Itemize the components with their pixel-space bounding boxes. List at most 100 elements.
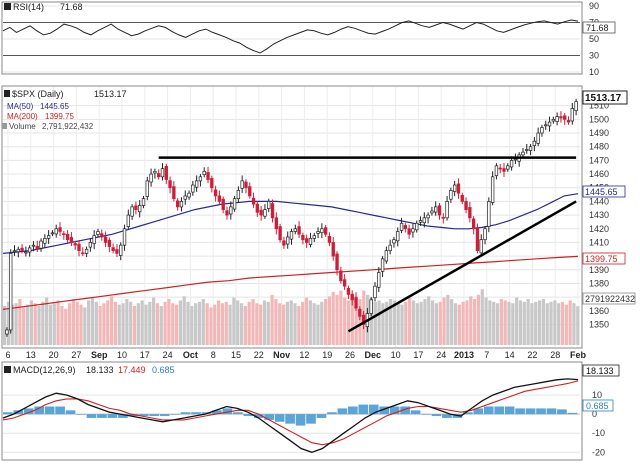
time-tick-label: 24 [436, 350, 446, 360]
time-tick-label: 10 [391, 350, 401, 360]
rsi-line [2, 19, 579, 54]
volume-bar [438, 301, 442, 345]
candle-body [141, 198, 146, 206]
trendlines [158, 156, 577, 333]
candle-body [331, 242, 335, 257]
candle-body [449, 190, 453, 200]
volume-bar [220, 303, 225, 345]
time-tick-label: 19 [322, 350, 332, 360]
candle-body [396, 231, 400, 242]
macd-hist-bar [212, 410, 222, 415]
time-tick-label: Oct [183, 350, 198, 360]
candle-body [179, 201, 184, 208]
candle-body [540, 127, 544, 134]
volume-bar [75, 301, 79, 345]
candle-body [274, 217, 278, 230]
candle-body [244, 181, 248, 189]
macd-hist-bar [295, 414, 306, 426]
macd-hist-value-tag: 0.685 [582, 399, 614, 412]
legend-volume-value: 2,791,922,432 [42, 122, 94, 131]
svg-text:18.133: 18.133 [586, 366, 614, 376]
macd-hist-bar [463, 412, 473, 415]
candle-body [77, 243, 81, 251]
volume-bar [159, 306, 163, 345]
candle-body [229, 206, 233, 215]
macd-hist-bar [337, 408, 348, 415]
volume-bar [473, 299, 477, 345]
volume-bar [434, 303, 439, 345]
volume-bar [102, 303, 106, 345]
candle-body [339, 270, 343, 282]
candle-body [157, 173, 161, 178]
macd-hist-bar [170, 414, 180, 415]
candle-body [479, 239, 483, 254]
candle-body [92, 235, 96, 244]
candle-body [297, 226, 301, 235]
candle-body [172, 186, 176, 200]
macd-label: MACD(12,26,9) [13, 365, 76, 375]
volume-bar [45, 297, 49, 345]
candle-body [138, 205, 142, 213]
candle-body [69, 237, 74, 243]
time-tick-label: 22 [254, 350, 264, 360]
candle-body [198, 176, 203, 182]
volume-bar [427, 296, 431, 345]
candle-body [270, 203, 275, 219]
candle-body [122, 228, 127, 246]
volume-bar [232, 297, 236, 345]
volume-bar [87, 300, 91, 345]
time-tick-label: 17 [140, 350, 150, 360]
candle-body [39, 240, 43, 249]
volume-bar [557, 303, 561, 345]
candle-body [384, 250, 389, 262]
volume-bar [381, 303, 385, 345]
volume-bar [549, 301, 553, 345]
candle-body [570, 108, 574, 122]
candle-body [460, 195, 464, 202]
volume-bar [297, 306, 301, 345]
candle-body [346, 288, 351, 295]
candle-body [301, 234, 305, 241]
candle-body [544, 124, 548, 127]
macd-hist-bar [421, 414, 431, 415]
volume-bar [327, 296, 332, 345]
volume-bar [121, 303, 125, 345]
macd-hist-bar [504, 406, 515, 415]
volume-bar [503, 300, 507, 345]
candle-body [494, 165, 499, 177]
volume-bar [526, 299, 530, 345]
volume-bar [537, 300, 542, 345]
candle-body [134, 205, 138, 210]
macd-hist-bar [452, 414, 463, 418]
macd-hist-bar [525, 408, 536, 415]
price-marker-icon [4, 90, 10, 97]
legend-ma200-value: 1399.75 [45, 112, 74, 121]
macd-hist-bar [274, 414, 285, 422]
volume-bar [163, 301, 167, 345]
candle-body [426, 214, 430, 219]
candle-body [490, 176, 495, 203]
macd-indicator: 10 0 -10 -20 [2, 378, 605, 457]
macd-hist-bar [243, 414, 254, 417]
price-tick-label: 1480 [589, 142, 609, 152]
volume-bar [113, 301, 118, 345]
candle-body [145, 180, 149, 197]
volume-marker-icon [2, 123, 7, 129]
volume-bar [411, 300, 416, 345]
volume-bar [518, 300, 523, 345]
volume-bar [553, 300, 557, 345]
candle-body [547, 121, 552, 127]
macd-hist-bar [494, 406, 505, 415]
time-tick-label: 7 [484, 350, 489, 360]
macd-hist-bar [536, 408, 546, 415]
time-tick-label: 28 [550, 350, 560, 360]
price-tick-label: 1420 [589, 224, 609, 234]
macd-hist-bar [191, 412, 201, 415]
candle-body [103, 236, 108, 243]
macd-hist-bar [306, 414, 316, 424]
candle-body [434, 206, 438, 213]
candle-body [293, 228, 297, 232]
volume-bar [404, 301, 408, 345]
volume-bar [545, 303, 549, 345]
macd-hist-bar [389, 406, 400, 415]
